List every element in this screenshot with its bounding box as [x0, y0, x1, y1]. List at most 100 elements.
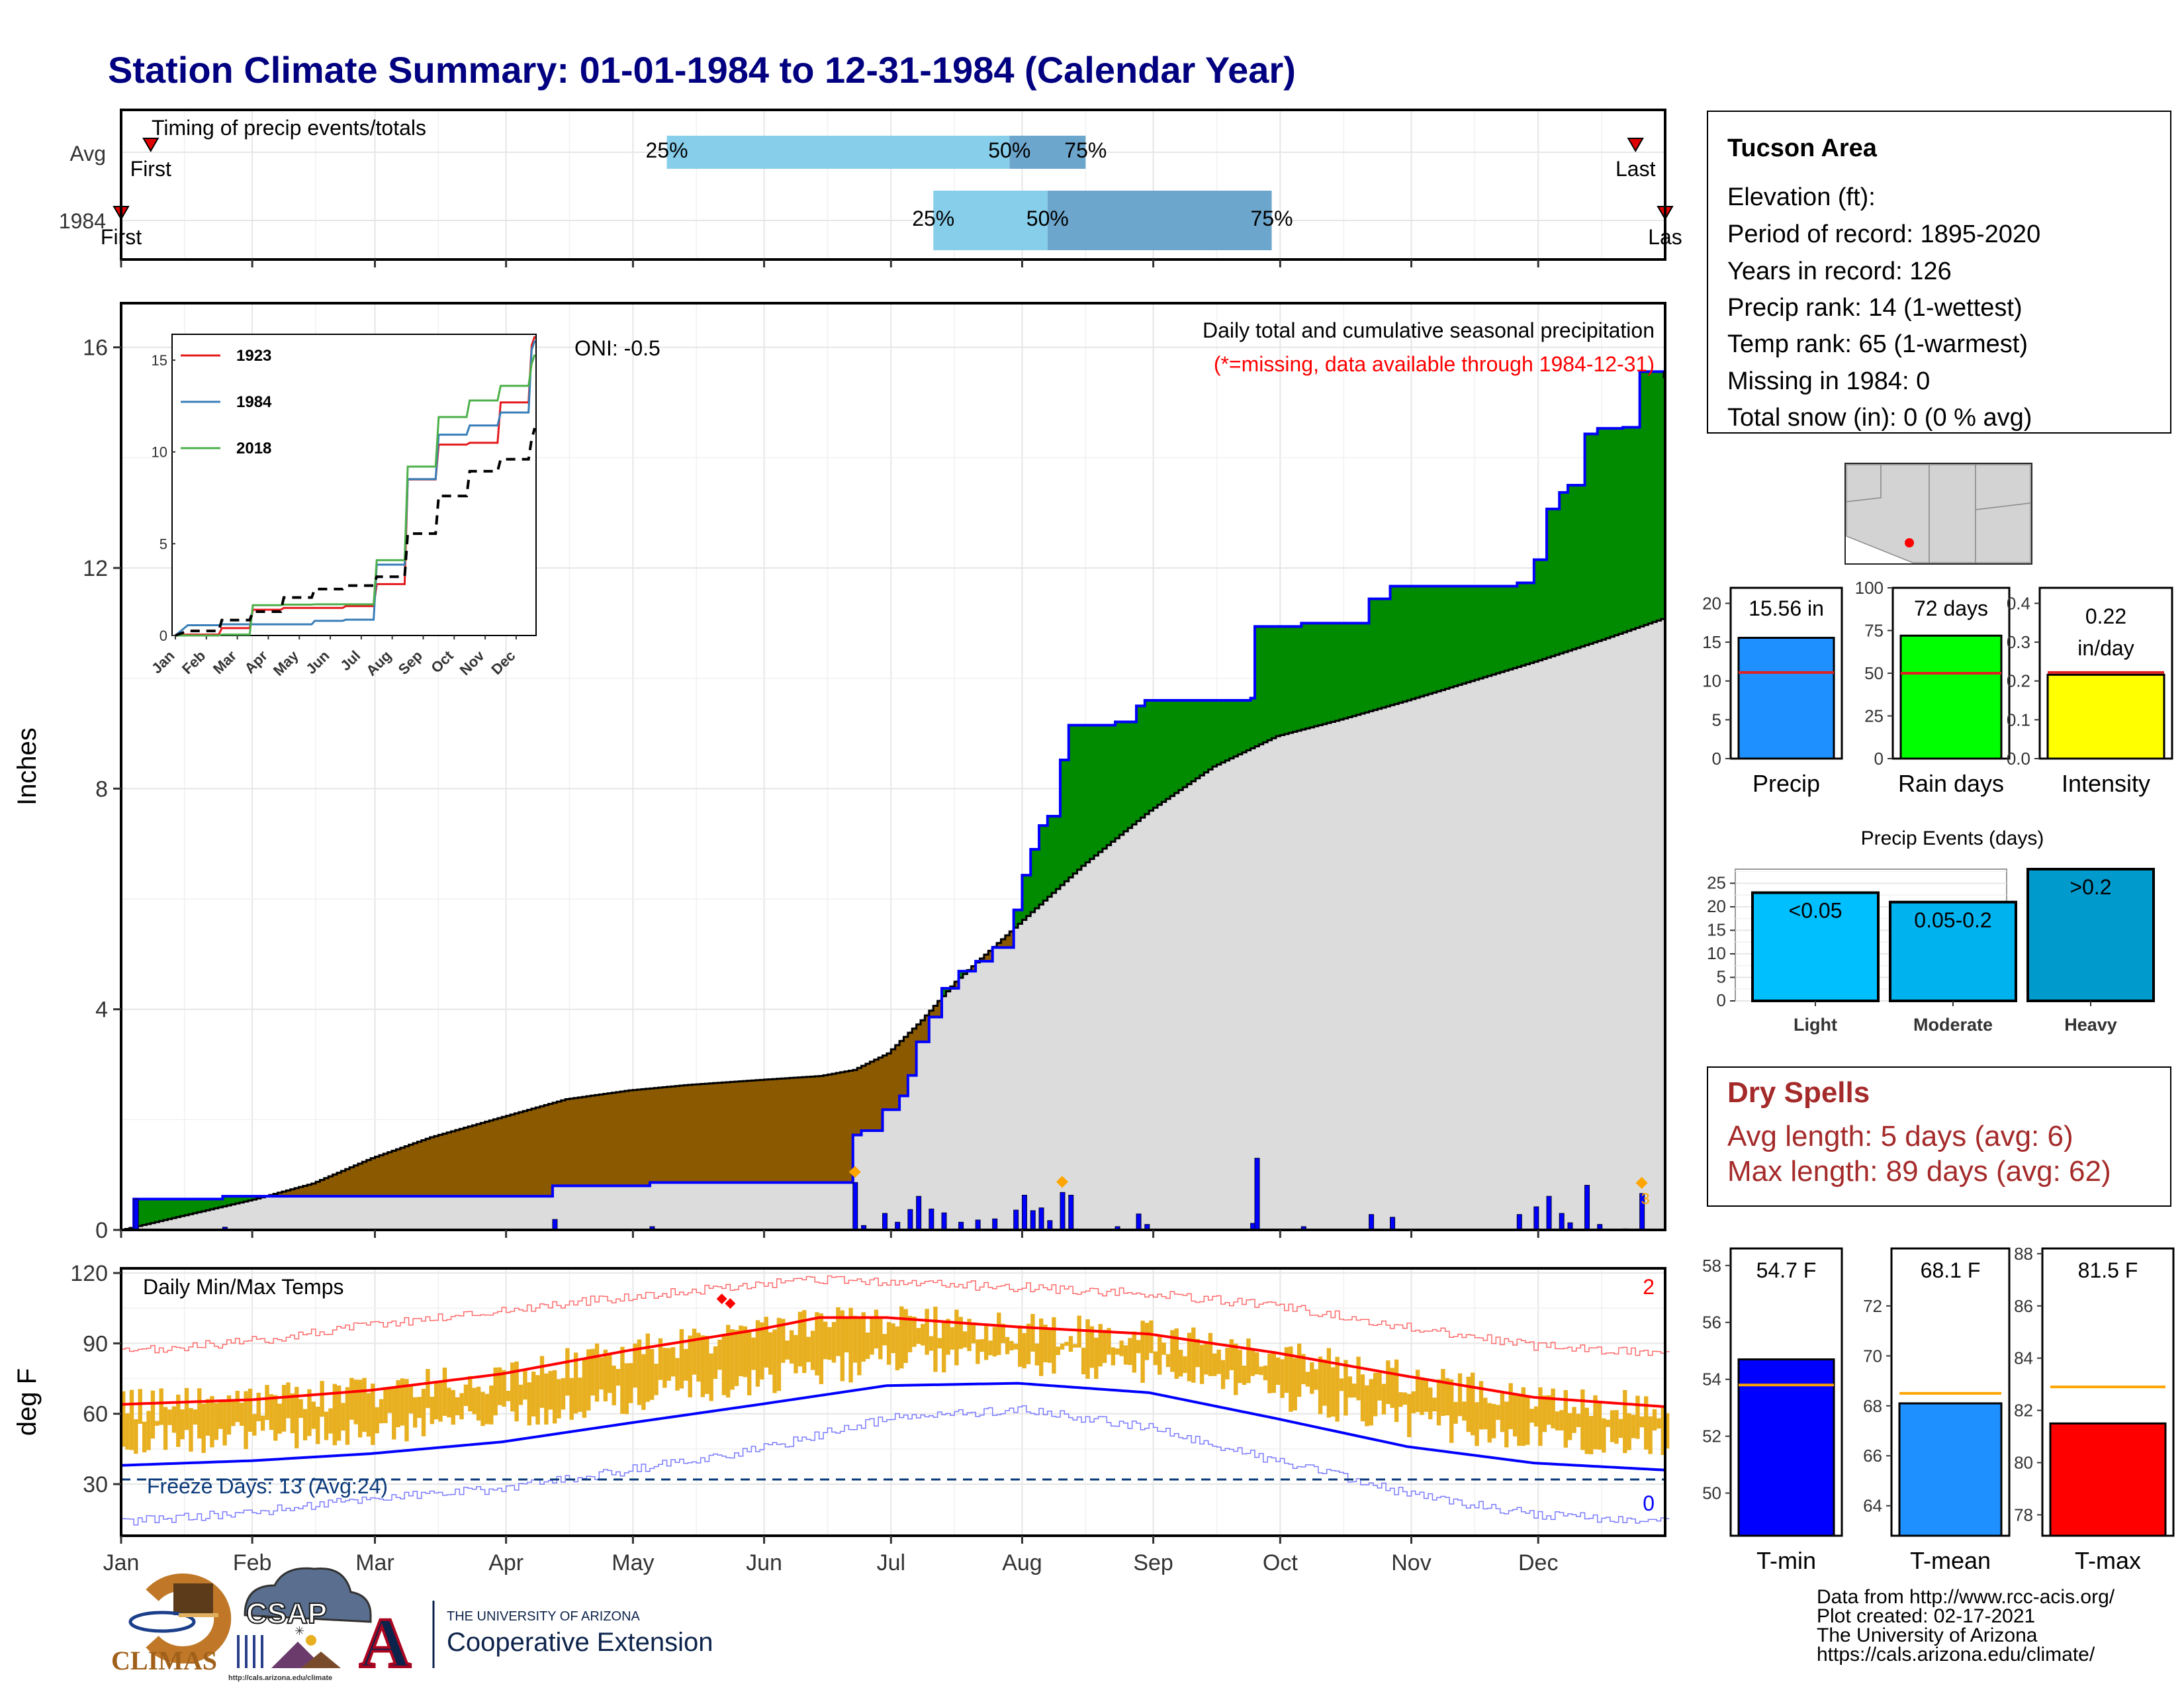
- daily-temp-bar: [781, 1319, 786, 1363]
- daily-temp-bar: [565, 1348, 570, 1396]
- deficit-area: [476, 1124, 481, 1197]
- daily-temp-bar: [421, 1388, 426, 1436]
- surplus-area: [1436, 586, 1441, 692]
- deficit-area: [510, 1114, 516, 1197]
- surplus-area: [214, 1199, 219, 1209]
- surplus-area: [1432, 586, 1437, 693]
- surplus-area: [1225, 700, 1230, 761]
- temp-bar-value-label: 81.5 F: [2078, 1258, 2138, 1282]
- daily-temp-bar: [1005, 1336, 1010, 1354]
- summary-bar-label: Precip: [1752, 770, 1820, 797]
- daily-temp-bar: [933, 1306, 938, 1372]
- daily-temp-bar: [1449, 1379, 1454, 1443]
- daily-temp-bar: [341, 1403, 345, 1431]
- y-tick-label: 68: [1863, 1396, 1882, 1416]
- deficit-area: [921, 1020, 926, 1042]
- deficit-area: [679, 1086, 684, 1183]
- daily-temp-bar: [1030, 1313, 1035, 1352]
- deficit-area: [561, 1100, 566, 1186]
- precip-marker-label: 3: [1641, 1190, 1649, 1208]
- dry-spells-max: Max length: 89 days (avg: 62): [1727, 1155, 2111, 1188]
- ua-block-a-icon: A: [359, 1604, 411, 1683]
- daily-temp-bar: [248, 1388, 253, 1432]
- surplus-area: [1504, 586, 1510, 671]
- surplus-area: [1415, 586, 1420, 698]
- daily-temp-bar: [1487, 1403, 1492, 1443]
- daily-temp-bar: [1115, 1348, 1120, 1355]
- surplus-area: [1216, 700, 1222, 765]
- events-category-light: Light: [1794, 1015, 1837, 1035]
- daily-precip-bar: [1516, 1214, 1522, 1231]
- daily-temp-bar: [1462, 1401, 1467, 1421]
- precip-panel: 0 4 8 12 16 Inches ONI: -0.5 Daily total and…: [13, 302, 1666, 1243]
- surplus-area: [1254, 626, 1259, 747]
- daily-temp-bar: [967, 1319, 972, 1352]
- surplus-area: [1525, 583, 1531, 665]
- daily-temp-bar: [316, 1407, 320, 1444]
- daily-temp-bar: [679, 1329, 684, 1389]
- surplus-area: [1390, 586, 1395, 706]
- y-tick-label: 8: [95, 776, 108, 802]
- daily-precip-bar: [1533, 1206, 1539, 1231]
- daily-temp-bar: [1085, 1319, 1090, 1379]
- normal-cumulative-line: [121, 618, 1666, 1231]
- daily-temp-bar: [1280, 1359, 1285, 1398]
- daily-temp-bar: [1584, 1407, 1589, 1454]
- daily-temp-bar: [1034, 1343, 1040, 1366]
- daily-precip-bar: [133, 1198, 139, 1231]
- ua-coop-text: Cooperative Extension: [447, 1628, 713, 1657]
- deficit-area: [539, 1106, 545, 1197]
- daily-temp-bar: [870, 1317, 874, 1355]
- daily-temp-bar: [366, 1393, 371, 1437]
- surplus-area: [1234, 700, 1239, 757]
- deficit-area: [794, 1078, 799, 1183]
- deficit-area: [840, 1072, 845, 1183]
- deficit-area: [421, 1140, 426, 1197]
- surplus-area: [1627, 427, 1632, 631]
- surplus-area: [1293, 626, 1298, 732]
- deficit-area: [844, 1071, 849, 1183]
- surplus-area: [1301, 623, 1306, 730]
- y-tick-label: 4: [95, 998, 108, 1023]
- surplus-area: [958, 971, 964, 978]
- daily-temp-bar: [721, 1334, 727, 1395]
- daily-temp-bar: [1614, 1410, 1619, 1444]
- daily-temp-bar: [815, 1312, 819, 1376]
- normal-cumulative-area: [121, 618, 1665, 1230]
- y-tick-label: 56: [1702, 1313, 1721, 1333]
- deficit-area: [684, 1085, 689, 1183]
- daily-temp-bar: [277, 1403, 282, 1434]
- daily-temp-bar: [1470, 1372, 1475, 1436]
- surplus-area: [1191, 700, 1197, 782]
- surplus-area: [1563, 492, 1569, 653]
- deficit-area: [426, 1139, 431, 1197]
- surplus-area: [1331, 623, 1336, 722]
- y-tick-label: 64: [1863, 1496, 1882, 1516]
- daily-temp-bar: [1073, 1344, 1077, 1348]
- daily-temp-bar: [1242, 1366, 1247, 1385]
- surplus-area: [1356, 623, 1361, 715]
- daily-temp-bar: [882, 1334, 887, 1346]
- daily-temp-bar: [1657, 1418, 1661, 1429]
- daily-temp-bar: [1373, 1372, 1378, 1417]
- surplus-area: [1073, 725, 1078, 874]
- deficit-area: [1005, 935, 1010, 948]
- month-label-jun: Jun: [746, 1550, 782, 1575]
- surplus-area: [1047, 816, 1052, 897]
- surplus-area: [1597, 428, 1602, 641]
- daily-precip-bar: [1584, 1185, 1590, 1231]
- y-tick-label: 25: [1864, 706, 1884, 726]
- daily-precip-bar: [941, 1212, 947, 1231]
- surplus-area: [1026, 875, 1031, 916]
- daily-temp-bar: [1026, 1323, 1031, 1364]
- daily-temp-bar: [1267, 1353, 1272, 1393]
- y-tick-label: 5: [1717, 966, 1726, 986]
- deficit-area: [654, 1088, 659, 1183]
- temp-bar-value-label: 68.1 F: [1921, 1258, 1981, 1282]
- daily-temp-bar: [912, 1316, 917, 1347]
- surplus-area: [1102, 725, 1107, 849]
- timing-box-upper-0: [1009, 136, 1086, 169]
- daily-temp-bar: [1402, 1392, 1408, 1405]
- surplus-area: [1212, 700, 1218, 767]
